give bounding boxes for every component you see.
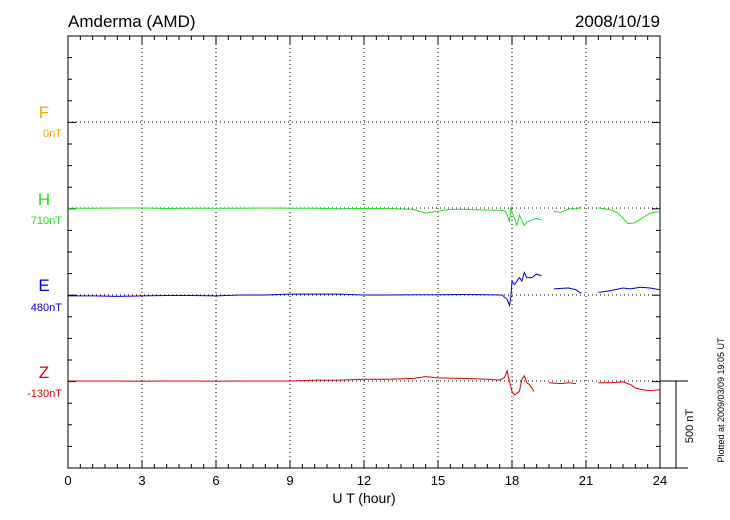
series-label-layer: F 0nT H 710nT E 480nT Z -130nT	[27, 103, 62, 400]
series-name-f: F	[39, 103, 49, 122]
series-line-h	[68, 206, 661, 228]
series-line-e	[68, 270, 661, 308]
series-baseline-f: 0nT	[43, 128, 62, 140]
plotted-footnote: Plotted at 2009/03/09 19:05 UT	[716, 337, 726, 463]
x-tick-label: 21	[579, 473, 593, 488]
series-name-h: H	[38, 190, 50, 209]
x-tick-label: 12	[357, 473, 371, 488]
x-tick-label: 6	[212, 473, 219, 488]
scale-bar: 500 nT	[660, 380, 696, 469]
series-name-z: Z	[39, 363, 49, 382]
series-line-layer	[68, 206, 661, 396]
tick-layer: 0 3 6 9 12 15 18 21 24	[64, 35, 667, 488]
x-tick-label: 0	[64, 473, 71, 488]
x-tick-label: 9	[286, 473, 293, 488]
series-baseline-e: 480nT	[31, 302, 62, 314]
series-name-e: E	[38, 276, 49, 295]
x-axis-label: U T (hour)	[332, 490, 395, 506]
x-tick-label: 24	[653, 473, 667, 488]
x-tick-label: 15	[431, 473, 445, 488]
series-line-z	[68, 368, 661, 396]
x-tick-label: 3	[138, 473, 145, 488]
chart-date: 2008/10/19	[575, 12, 660, 31]
series-baseline-h: 710nT	[31, 215, 62, 227]
series-baseline-z: -130nT	[27, 388, 62, 400]
x-tick-label: 18	[505, 473, 519, 488]
chart-title: Amderma (AMD)	[68, 12, 196, 31]
scale-bar-label: 500 nT	[684, 409, 696, 444]
grid-layer	[68, 36, 660, 468]
